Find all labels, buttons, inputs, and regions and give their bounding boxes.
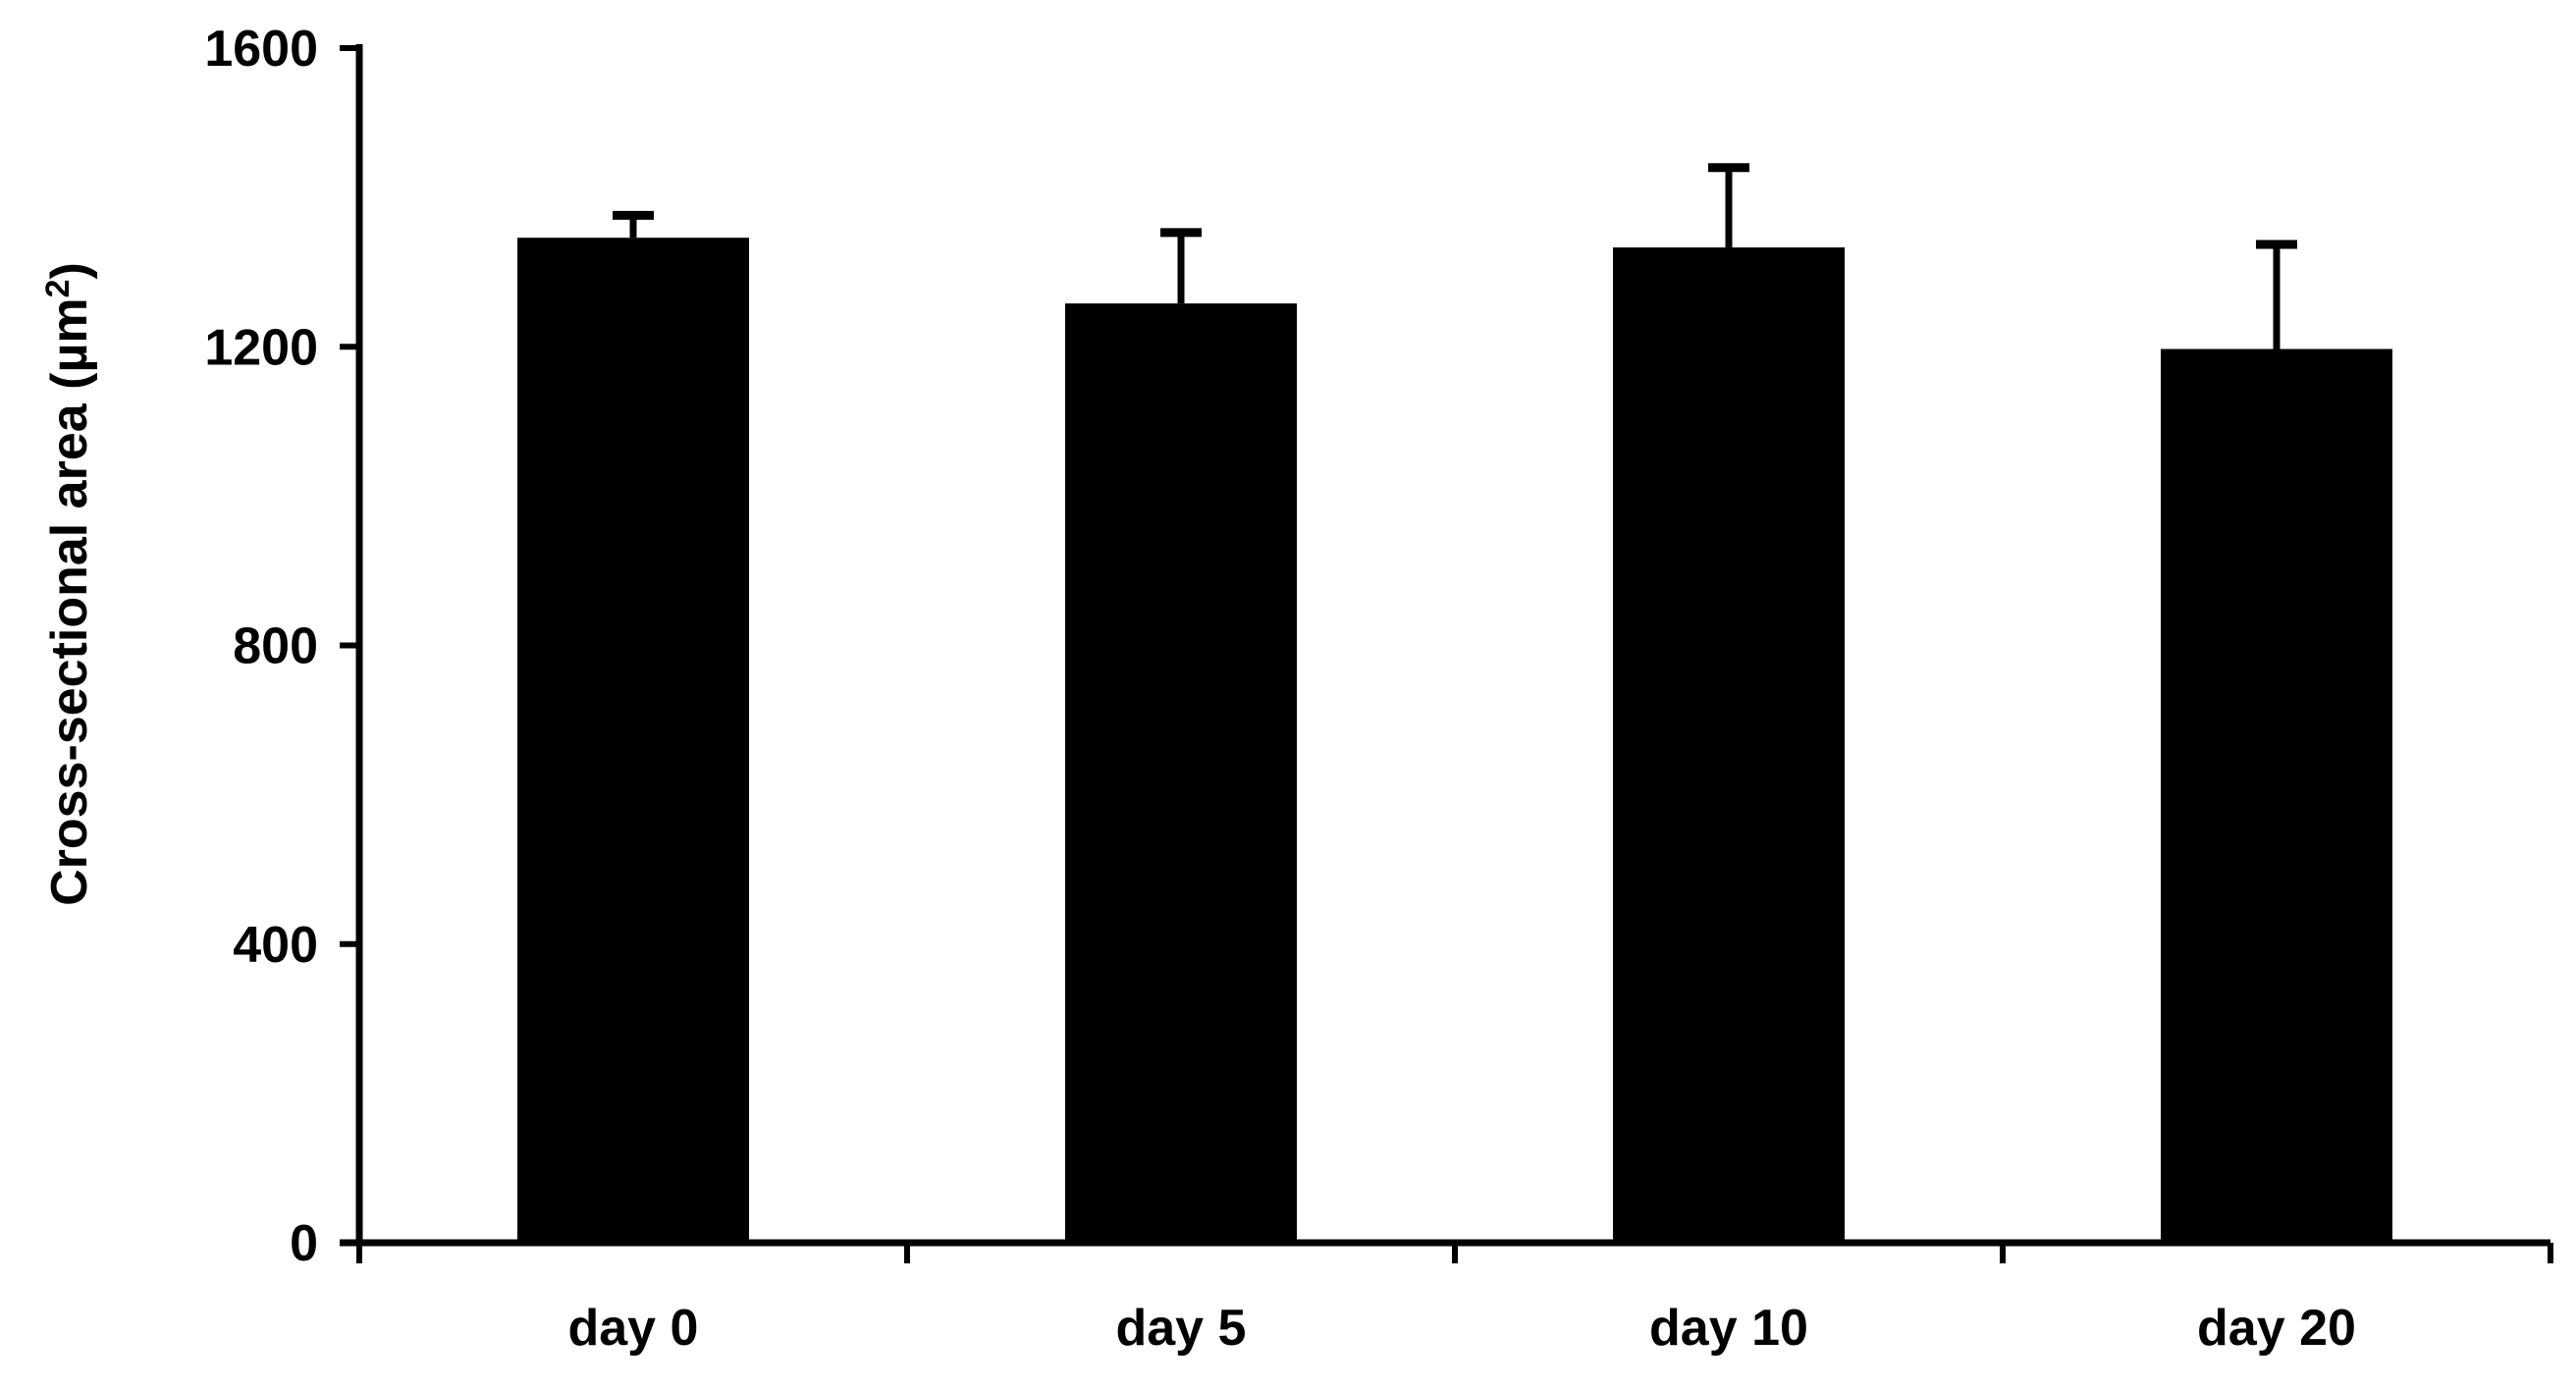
y-tick-label: 800 [233, 618, 318, 675]
y-axis-title-suffix: ) [41, 262, 98, 279]
y-axis-title: Cross-sectional area (µm2) [39, 262, 98, 906]
y-axis-title-superscript: 2 [39, 279, 77, 297]
plot-area: day 0 day 5 day 10 day 20 0 400 800 1200 1600 [204, 21, 2553, 1357]
x-tick-label: day 5 [1116, 1300, 1247, 1357]
y-tick-label: 400 [233, 917, 318, 974]
bar [2161, 348, 2392, 1243]
x-tick-label: day 20 [2197, 1300, 2356, 1357]
y-tick-label: 1600 [204, 21, 318, 78]
y-axis-title-main: Cross-sectional area (µm [41, 297, 98, 906]
x-tick-label: day 0 [568, 1300, 699, 1357]
x-tick-label: day 10 [1649, 1300, 1808, 1357]
y-tick-label: 1200 [204, 319, 318, 376]
bar [1065, 303, 1297, 1243]
bar [517, 238, 749, 1244]
bar [1613, 247, 1845, 1244]
y-tick-label: 0 [290, 1215, 318, 1272]
